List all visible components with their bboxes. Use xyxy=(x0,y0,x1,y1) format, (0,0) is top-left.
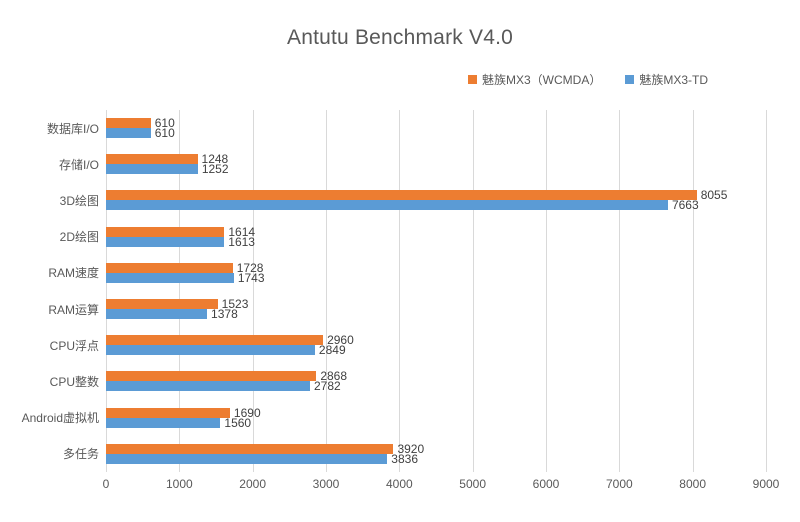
legend-swatch-icon xyxy=(467,74,477,84)
bar-series1 xyxy=(106,190,697,201)
bar-value-label: 1743 xyxy=(237,270,265,285)
x-tick-label: 0 xyxy=(102,477,110,491)
x-tick-label: 7000 xyxy=(605,477,633,491)
legend-label: 魅族MX3-TD xyxy=(639,72,708,87)
bar-series1 xyxy=(106,262,233,273)
legend: 魅族MX3（WCMDA） 魅族MX3-TD xyxy=(0,71,708,87)
gridline xyxy=(106,110,107,472)
category-label: RAM速度 xyxy=(48,266,99,281)
bar-value-label: 1560 xyxy=(224,415,252,430)
gridline xyxy=(692,110,694,472)
chart-title: Antutu Benchmark V4.0 xyxy=(287,26,513,49)
bar-value-label: 1613 xyxy=(228,234,255,249)
bar-value-label: 1614 xyxy=(228,224,256,239)
x-tick-label: 3000 xyxy=(312,477,340,491)
gridline xyxy=(472,110,474,472)
bar-series2 xyxy=(106,417,221,428)
bar-series1 xyxy=(106,443,394,454)
bar-series2 xyxy=(106,236,225,247)
bar-series1 xyxy=(106,118,151,128)
bar-value-label: 2868 xyxy=(320,369,348,384)
bar-value-label: 610 xyxy=(154,116,175,130)
bar-series2 xyxy=(106,381,310,392)
gridline xyxy=(546,110,547,472)
bar-series2 xyxy=(106,164,198,175)
bar-series1 xyxy=(106,299,218,309)
bar-series2 xyxy=(106,200,668,211)
bar-value-label: 1523 xyxy=(221,297,249,311)
gridline xyxy=(766,110,767,472)
gridline xyxy=(179,110,181,472)
bar-series2 xyxy=(106,128,151,138)
category-label: 3D绘图 xyxy=(59,193,99,208)
bar-value-label: 2960 xyxy=(327,333,354,348)
x-tick-label: 5000 xyxy=(459,477,486,491)
x-tick-label: 1000 xyxy=(165,477,193,491)
legend-swatch-icon xyxy=(625,74,635,84)
bar-value-label: 1248 xyxy=(201,152,229,167)
bar-value-label: 2849 xyxy=(318,343,346,358)
gridline xyxy=(399,110,401,472)
plot-area: 610 610 1248 1252 8055 7663 1614 1613 1728 1743 15… xyxy=(106,110,767,472)
bar-value-label: 1690 xyxy=(233,405,261,420)
x-tick-label: 6000 xyxy=(532,477,560,491)
bar-series1 xyxy=(106,226,225,237)
gridline xyxy=(619,110,621,472)
bar-value-label: 610 xyxy=(154,126,175,140)
bar-value-label: 1252 xyxy=(201,162,229,177)
x-tick-label: 9000 xyxy=(752,477,780,491)
legend-label: 魅族MX3（WCMDA） xyxy=(481,72,602,87)
category-label: RAM运算 xyxy=(48,302,99,317)
bar-value-label: 3920 xyxy=(397,441,425,456)
category-label: 数据库I/O xyxy=(46,121,99,136)
bar-value-label: 1378 xyxy=(211,307,238,321)
bar-series1 xyxy=(106,407,230,418)
x-tick-label: 8000 xyxy=(679,477,706,491)
legend-item: 魅族MX3（WCMDA） xyxy=(467,71,602,88)
bar-series2 xyxy=(106,272,234,283)
gridline xyxy=(326,110,327,472)
bar-series1 xyxy=(106,154,198,165)
bar-series1 xyxy=(106,371,317,382)
bar-series2 xyxy=(106,309,208,319)
x-tick-label: 4000 xyxy=(385,477,413,491)
category-label: Android虚拟机 xyxy=(21,411,99,426)
category-label: 多任务 xyxy=(62,447,99,462)
bar-series1 xyxy=(106,335,324,346)
bar-value-label: 3836 xyxy=(391,451,418,466)
legend-item: 魅族MX3-TD xyxy=(625,71,708,88)
category-label: CPU整数 xyxy=(49,374,99,389)
category-label: CPU浮点 xyxy=(49,338,99,353)
x-tick-label: 2000 xyxy=(239,477,266,491)
bar-series2 xyxy=(106,345,315,356)
category-label: 2D绘图 xyxy=(59,230,99,245)
bar-value-label: 8055 xyxy=(700,188,728,203)
bar-value-label: 7663 xyxy=(671,198,699,213)
category-label: 存储I/O xyxy=(58,157,99,172)
bar-value-label: 1728 xyxy=(236,260,264,275)
gridline xyxy=(252,110,254,472)
bar-series2 xyxy=(106,453,388,464)
bar-value-label: 2782 xyxy=(314,379,341,394)
